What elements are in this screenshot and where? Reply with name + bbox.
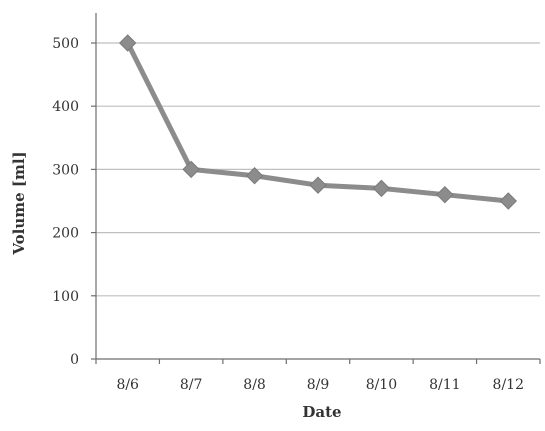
axes (91, 13, 541, 364)
y-tick-label: 500 (52, 36, 79, 52)
data-point (372, 179, 391, 198)
data-point (245, 167, 264, 185)
x-tick-label: 8/12 (493, 377, 524, 393)
x-axis-title: Date (302, 403, 341, 421)
y-tick-label: 0 (70, 352, 79, 368)
data-point (499, 192, 517, 210)
y-tick-label: 100 (52, 289, 79, 305)
x-tick-label: 8/10 (366, 377, 397, 393)
y-axis-title: Volume [ml] (10, 151, 28, 255)
data-point (309, 176, 327, 194)
data-point (119, 34, 137, 52)
x-tick-label: 8/6 (116, 377, 139, 393)
x-tick-label: 8/9 (307, 377, 330, 393)
tick-labels: 0 100 200 300 400 500 8/6 8/7 8/8 8/9 8/10 8/11 8/12 (52, 36, 524, 393)
x-tick-label: 8/11 (429, 377, 460, 393)
data-point (182, 160, 200, 179)
y-tick-label: 400 (52, 99, 79, 115)
x-tick-label: 8/8 (243, 377, 266, 393)
x-tick-label: 8/7 (180, 377, 203, 393)
y-tick-label: 300 (52, 162, 79, 178)
series-markers (119, 34, 517, 210)
data-point (436, 185, 454, 204)
grid-lines (96, 42, 540, 297)
y-tick-label: 200 (52, 226, 79, 242)
